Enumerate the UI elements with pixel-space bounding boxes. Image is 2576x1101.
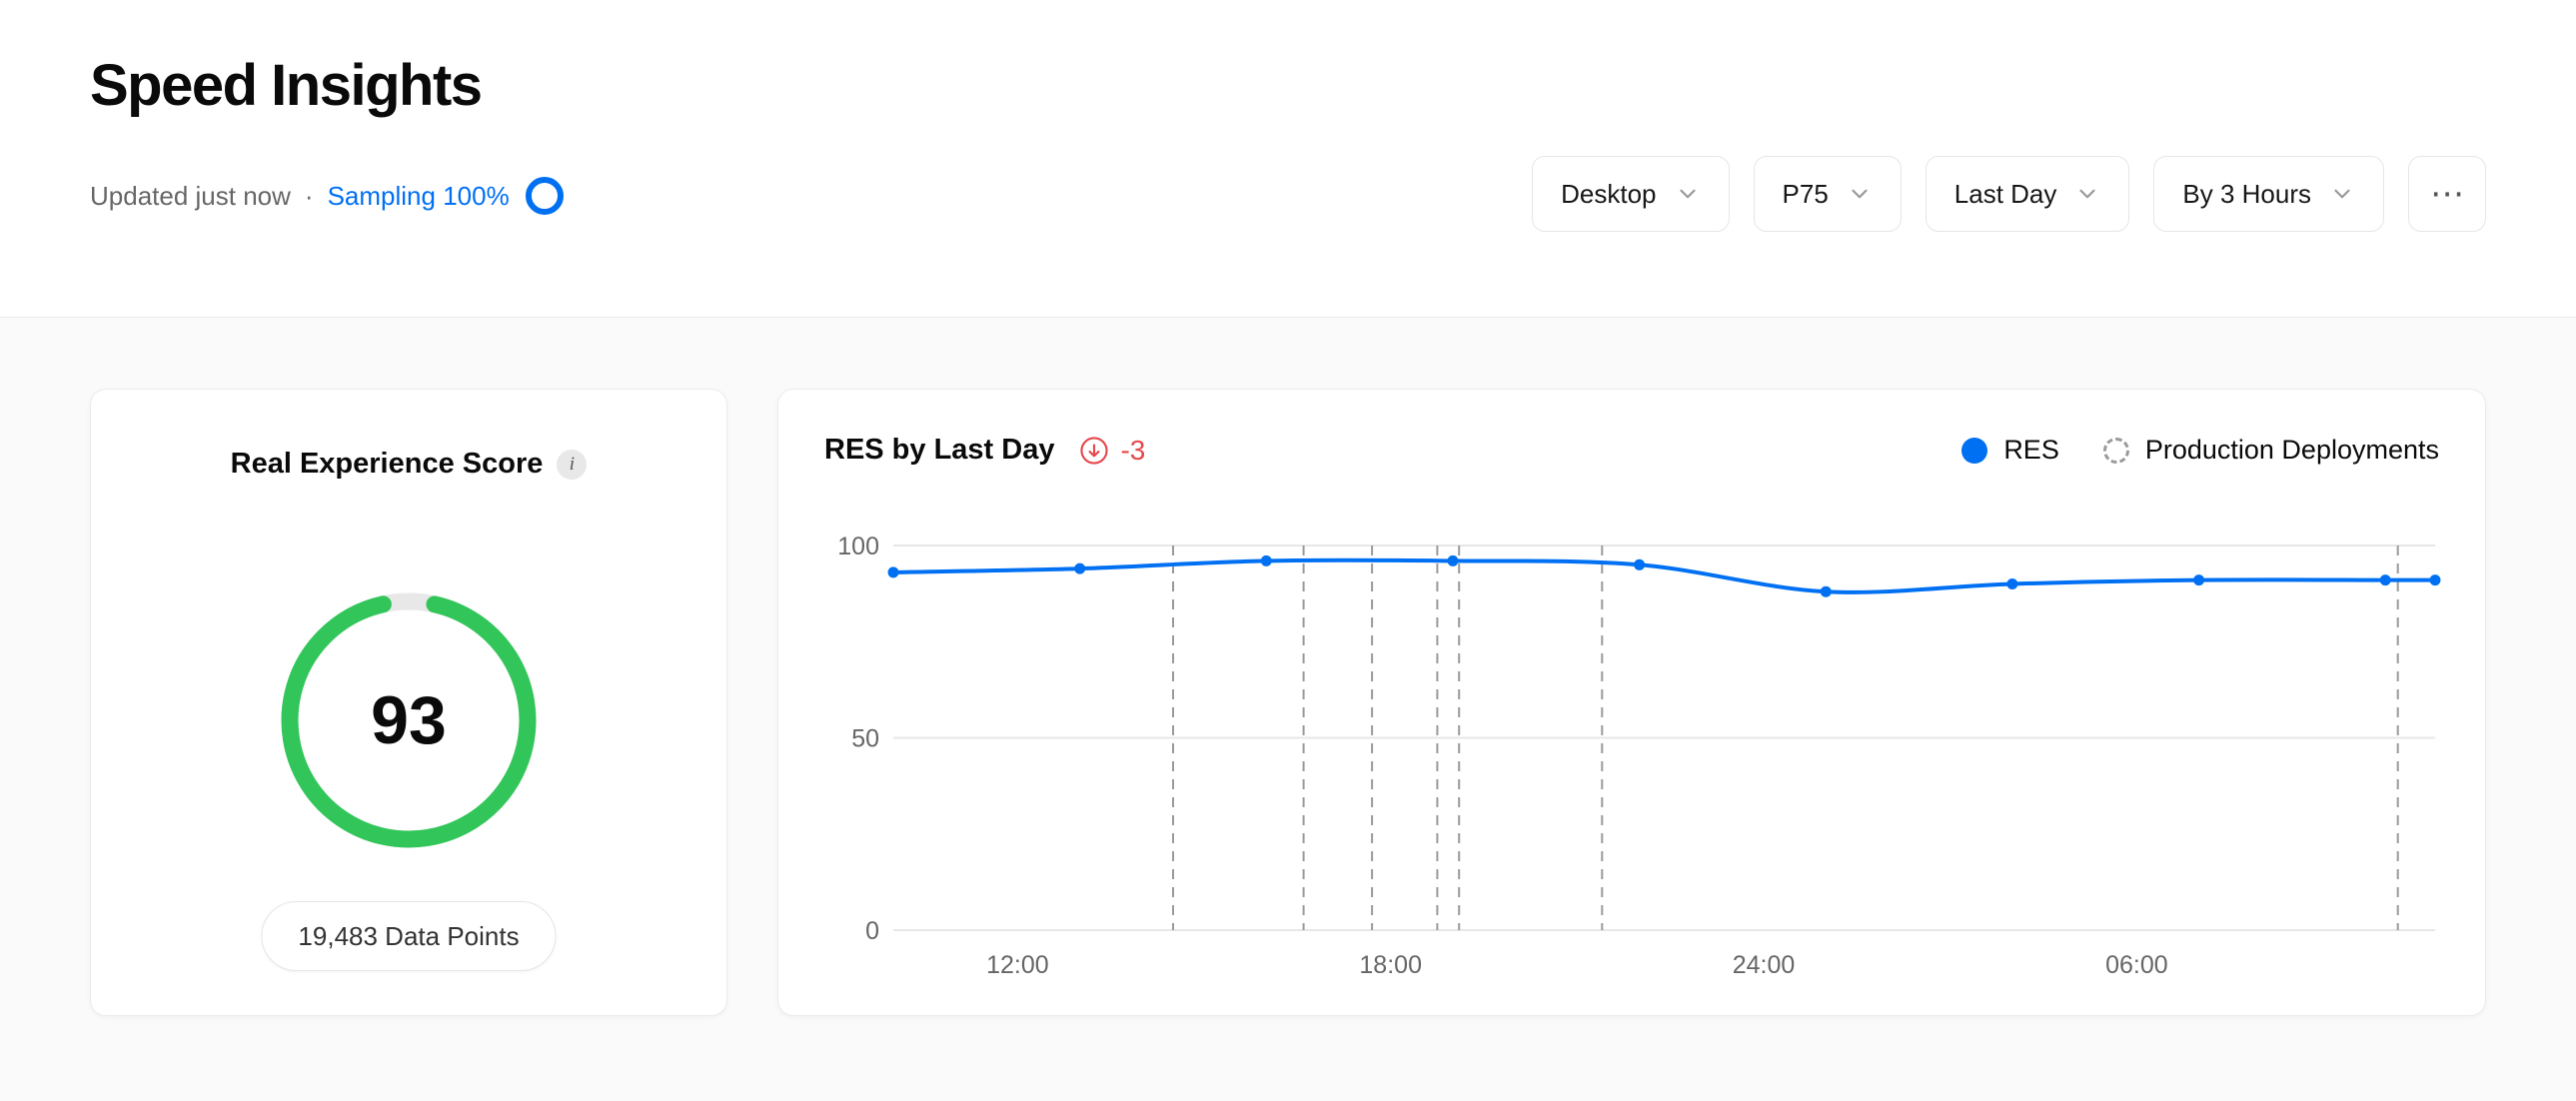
legend-label-res: RES bbox=[2003, 435, 2059, 465]
updated-text: Updated just now bbox=[90, 180, 291, 211]
res-gauge-ring bbox=[274, 585, 544, 855]
legend-label-deployments: Production Deployments bbox=[2144, 435, 2439, 465]
sampling-link[interactable]: Sampling 100% bbox=[328, 177, 564, 215]
res-dot-icon bbox=[1961, 437, 1988, 464]
device-select-label: Desktop bbox=[1561, 178, 1657, 209]
cards-row: Real Experience Score i 93 19,483 Data P… bbox=[90, 389, 2486, 1016]
svg-text:0: 0 bbox=[865, 917, 879, 945]
time-range-select-label: Last Day bbox=[1953, 178, 2057, 209]
ellipsis-icon: ⋯ bbox=[2430, 175, 2464, 213]
res-gauge: 93 bbox=[274, 585, 544, 855]
status-row: Updated just now · Sampling 100% bbox=[90, 172, 564, 220]
granularity-select-label: By 3 Hours bbox=[2182, 178, 2311, 209]
score-card-title: Real Experience Score bbox=[230, 448, 544, 480]
time-range-select[interactable]: Last Day bbox=[1925, 156, 2130, 232]
score-value: 93 bbox=[371, 682, 447, 758]
data-points-pill: 19,483 Data Points bbox=[261, 901, 557, 971]
chart-legend: RES Production Deployments bbox=[1961, 435, 2439, 466]
percentile-select[interactable]: P75 bbox=[1753, 156, 1902, 232]
chart-title: RES by Last Day bbox=[824, 434, 1055, 466]
page-title: Speed Insights bbox=[90, 53, 483, 118]
res-chart[interactable]: 0 50 100 12:00 18:00 24:00 06:00 bbox=[824, 530, 2441, 1009]
svg-text:12:00: 12:00 bbox=[986, 951, 1049, 979]
toolbar: Desktop P75 Last Day By 3 Hours ⋯ bbox=[1532, 156, 2486, 232]
svg-text:06:00: 06:00 bbox=[2105, 951, 2168, 979]
header: Speed Insights Updated just now · Sampli… bbox=[0, 0, 2576, 317]
sampling-progress-icon bbox=[525, 177, 564, 215]
legend-item-res[interactable]: RES bbox=[1961, 435, 2059, 466]
chevron-down-icon bbox=[2329, 181, 2355, 207]
chevron-down-icon bbox=[1847, 181, 1873, 207]
legend-item-deployments[interactable]: Production Deployments bbox=[2102, 435, 2439, 466]
svg-text:24:00: 24:00 bbox=[1733, 951, 1796, 979]
delta-badge: -3 bbox=[1078, 435, 1145, 467]
chart-card: RES by Last Day -3 RES Pro bbox=[777, 389, 2486, 1016]
deployments-dashed-circle-icon bbox=[2102, 437, 2129, 464]
score-card-header: Real Experience Score i bbox=[91, 448, 726, 481]
chart-title-group: RES by Last Day -3 bbox=[824, 434, 1145, 467]
chart-card-header: RES by Last Day -3 RES Pro bbox=[824, 434, 2439, 467]
sampling-label: Sampling 100% bbox=[327, 180, 510, 211]
main-content: Real Experience Score i 93 19,483 Data P… bbox=[0, 317, 2576, 1101]
svg-text:50: 50 bbox=[851, 725, 879, 753]
delta-value: -3 bbox=[1120, 434, 1146, 466]
info-icon[interactable]: i bbox=[557, 449, 588, 480]
svg-text:100: 100 bbox=[837, 533, 879, 560]
svg-text:18:00: 18:00 bbox=[1359, 951, 1422, 979]
chevron-down-icon bbox=[2074, 181, 2100, 207]
percentile-select-label: P75 bbox=[1782, 178, 1829, 209]
score-card: Real Experience Score i 93 19,483 Data P… bbox=[90, 389, 727, 1016]
chevron-down-icon bbox=[1675, 181, 1701, 207]
dot-separator: · bbox=[304, 180, 314, 211]
arrow-down-circle-icon bbox=[1078, 435, 1110, 467]
more-options-button[interactable]: ⋯ bbox=[2408, 156, 2486, 232]
granularity-select[interactable]: By 3 Hours bbox=[2153, 156, 2384, 232]
device-select[interactable]: Desktop bbox=[1532, 156, 1730, 232]
